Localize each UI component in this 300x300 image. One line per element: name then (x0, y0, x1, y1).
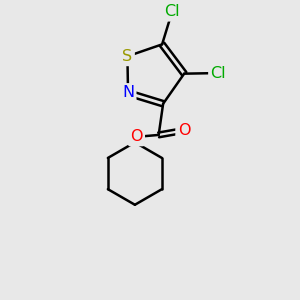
Text: O: O (178, 123, 190, 138)
Text: S: S (122, 49, 133, 64)
Text: O: O (130, 129, 142, 144)
Text: Cl: Cl (164, 4, 180, 19)
Text: Cl: Cl (211, 66, 226, 81)
Text: N: N (122, 85, 134, 100)
